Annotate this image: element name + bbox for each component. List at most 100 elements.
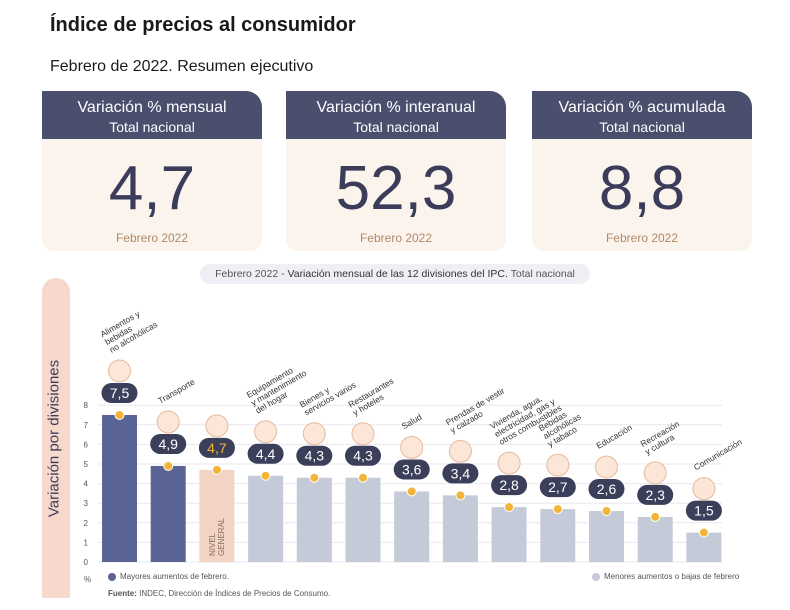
value-dot: [601, 506, 612, 517]
card-header: Variación % interanual Total nacional: [286, 91, 506, 139]
card-subheading: Total nacional: [109, 119, 195, 135]
card-date: Febrero 2022: [359, 231, 433, 245]
value-bubble: [637, 484, 674, 505]
data-label: 2,8: [499, 477, 519, 493]
value-bubble: [442, 463, 479, 484]
data-label: 3,4: [451, 465, 471, 481]
source-label: Fuente:: [108, 589, 137, 598]
bar: [394, 491, 430, 562]
data-label: 4,4: [256, 446, 276, 462]
value-bubble: [198, 437, 235, 458]
book-icon: [595, 455, 618, 479]
legend-high-swatch: [108, 572, 116, 581]
value-dot: [698, 527, 709, 538]
card-subheading: Total nacional: [599, 119, 685, 135]
category-label: Restaurantesy hoteles: [347, 376, 400, 418]
page-title: Índice de precios al consumidor: [50, 14, 356, 36]
bar: [637, 516, 673, 562]
value-dot: [406, 486, 417, 497]
legend-high-label: Mayores aumentos de febrero.: [120, 572, 229, 581]
value-dot: [455, 490, 466, 501]
comb-icon: [302, 422, 326, 446]
y-tick-label: 1: [84, 538, 89, 547]
chart-caption: Febrero 2022 - Variación mensual de las …: [200, 264, 590, 284]
bar: [589, 511, 624, 562]
health-cross-icon: [400, 435, 424, 459]
caption-main: Variación mensual de las 12 divisiones d…: [287, 268, 508, 280]
food-icon: [108, 359, 131, 383]
value-bubble: [101, 383, 138, 403]
value-dot: [358, 472, 368, 483]
value-bubble: [247, 443, 284, 464]
source-note: Fuente: INDEC, Dirección de Índices de P…: [108, 589, 330, 598]
shirt-icon: [448, 439, 472, 463]
value-dot: [650, 511, 661, 522]
y-unit: %: [84, 575, 92, 584]
value-bubble: [491, 475, 528, 496]
legend-high: Mayores aumentos de febrero.: [108, 572, 229, 581]
bar-inner-label: NIVELGENERAL: [208, 517, 226, 556]
legend-low: Menores aumentos o bajas de febrero: [592, 572, 739, 581]
data-label: 2,3: [645, 487, 665, 503]
category-label: Comunicación: [692, 437, 744, 473]
data-label: 4,9: [158, 436, 178, 452]
value-dot: [163, 460, 174, 471]
bar: [150, 465, 186, 562]
card-date: Febrero 2022: [605, 231, 679, 245]
card-annual: Variación % interanual Total nacional 52…: [286, 91, 506, 251]
value-bubble: [150, 433, 187, 454]
value-bubble: [685, 500, 722, 521]
card-body: 52,3 Febrero 2022: [286, 139, 506, 251]
value-dot: [504, 502, 515, 513]
card-body: 4,7 Febrero 2022: [42, 139, 262, 251]
value-bubble: [345, 445, 381, 466]
data-label: 7,5: [110, 385, 130, 401]
bar: [199, 469, 235, 562]
caption-prefix: Febrero 2022 -: [215, 268, 288, 280]
legend-low-swatch: [592, 572, 600, 581]
value-dot: [552, 504, 563, 515]
cutlery-icon: [351, 422, 375, 446]
card-subheading: Total nacional: [353, 119, 439, 135]
value-bubble: [588, 479, 625, 500]
category-label: Educación: [595, 422, 635, 451]
bar: [296, 477, 332, 562]
card-date: Febrero 2022: [115, 231, 189, 245]
value-dot: [309, 472, 320, 483]
y-tick-label: 5: [84, 460, 89, 469]
y-tick-label: 4: [84, 480, 89, 489]
value-dot: [211, 464, 222, 475]
legend-low-label: Menores aumentos o bajas de febrero: [604, 572, 740, 581]
card-value: 8,8: [598, 154, 686, 223]
card-heading: Variación % acumulada: [558, 99, 726, 116]
bar: [248, 475, 284, 562]
bar: [491, 507, 527, 562]
y-axis-band: [42, 278, 70, 598]
data-label: 4,7: [207, 440, 227, 456]
category-label: Bienes yservicios varios: [298, 372, 358, 418]
card-header: Variación % acumulada Total nacional: [532, 91, 752, 139]
bar: [442, 495, 478, 562]
phone-icon: [692, 477, 716, 501]
y-tick-label: 8: [84, 401, 89, 410]
card-body: 8,8 Febrero 2022: [532, 139, 752, 251]
category-label: Alimentos ybebidasno alcohólicas: [99, 304, 160, 355]
value-bubble: [296, 445, 333, 466]
data-label: 1,5: [694, 503, 714, 519]
card-value: 52,3: [335, 154, 457, 223]
card-heading: Variación % mensual: [77, 99, 227, 116]
value-dot: [114, 410, 125, 420]
category-label: Transporte: [156, 377, 197, 406]
source-text: INDEC, Dirección de Índices de Precios d…: [136, 589, 331, 598]
card-accumulated: Variación % acumulada Total nacional 8,8…: [532, 91, 752, 251]
card-monthly: Variación % mensual Total nacional 4,7 F…: [42, 91, 262, 251]
data-label: 4,3: [353, 448, 373, 464]
category-label: Recreacióny cultura: [639, 419, 686, 457]
hammer-icon: [254, 420, 278, 444]
value-dot: [260, 470, 271, 481]
bulb-icon: [497, 451, 521, 475]
value-bubble: [539, 477, 576, 498]
bar: [102, 415, 137, 562]
sun-icon: [643, 461, 667, 485]
